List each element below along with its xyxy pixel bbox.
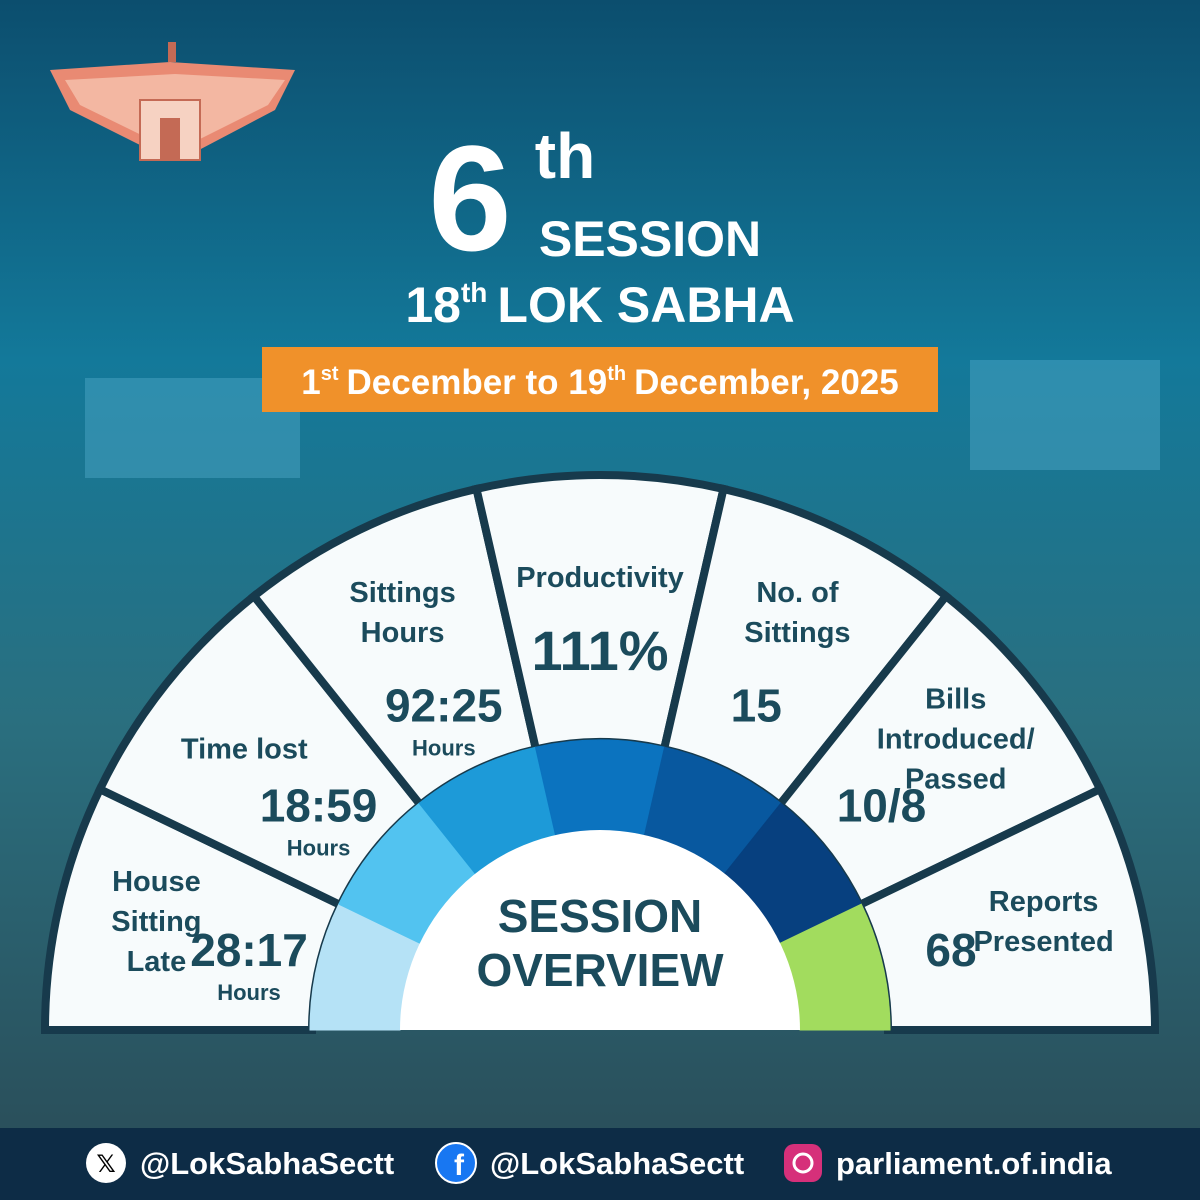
facebook-handle: @LokSabhaSectt [490,1146,744,1181]
house-word: LOK SABHA [497,277,794,333]
house-number: 18 [405,277,461,333]
overview-title: SESSION [498,890,703,942]
twitter-glyph: 𝕏 [96,1151,115,1178]
ring-segment [534,739,666,836]
date-banner [262,347,938,412]
footer-bar [0,1128,1200,1200]
segment-label: Hours [361,617,445,649]
session-word: SESSION [539,211,761,267]
segment-label: Productivity [516,562,684,594]
end-suffix: th [607,363,626,385]
overview-title: OVERVIEW [476,944,724,996]
segment-label: Reports [989,886,1099,918]
session-number: 6 [428,114,511,282]
segment-label: Presented [973,926,1113,958]
segment-value: 15 [731,680,782,732]
instagram-lens [792,1152,814,1174]
segment-value: 28:17 [190,924,308,976]
segment-value: 68 [925,924,976,976]
segment-label: No. of [756,577,838,609]
segment-label: Sittings [349,577,455,609]
twitter-handle: @LokSabhaSectt [140,1146,394,1181]
segment-label: Sitting [111,906,201,938]
segment-value: 111% [531,619,668,682]
facebook-glyph: f [454,1149,465,1182]
segment-unit: Hours [412,736,476,761]
date-end: December, 2025 [634,363,899,402]
segment-label: Introduced/ [877,723,1035,755]
segment-value: 10/8 [837,780,927,832]
instagram-icon [784,1144,822,1182]
segment-label: Bills [925,683,986,715]
segment-unit: Hours [217,980,281,1005]
instagram-handle: parliament.of.india [836,1146,1112,1181]
segment-label: Time lost [181,733,308,765]
parliament-logo [50,42,295,161]
segment-value: 18:59 [260,780,378,832]
date-middle: December to 19 [347,363,608,402]
overview-fan: House Sitting Late 28:17 Hours Time lost 18:59… [40,471,1160,1034]
segment-unit: Hours [287,836,351,861]
house-suffix: th [461,277,487,308]
segment-label: House [112,866,201,898]
house-title: 18th LOK SABHA [405,277,794,333]
segment-label: Late [127,946,187,978]
session-suffix: th [535,120,595,192]
start-suffix: st [321,363,339,385]
twitter-icon [86,1143,126,1183]
segment-value: 92:25 [385,680,503,732]
start-day: 1 [301,363,320,402]
date-text: 1st December to 19th December, 2025 [301,363,898,402]
center-disc [400,830,800,1030]
facebook-icon [435,1142,477,1184]
segment-label: Sittings [744,617,850,649]
screen-right [970,360,1160,470]
segment-label: Passed [905,763,1007,795]
